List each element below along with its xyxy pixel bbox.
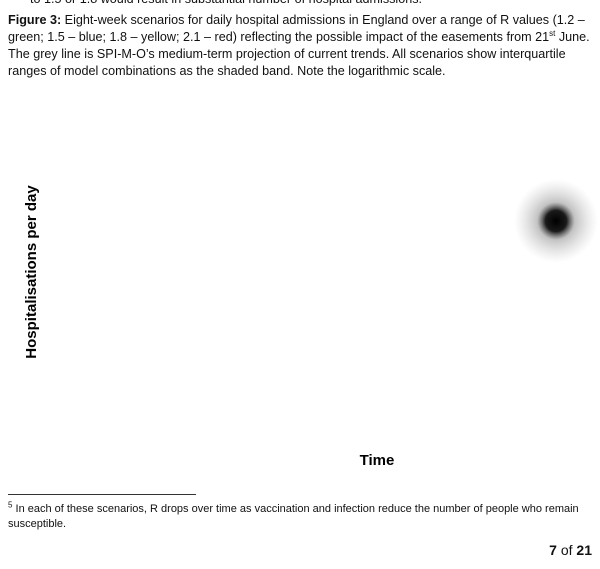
caption-sup: st (549, 28, 556, 38)
caption: Figure 3: Eight-week scenarios for daily… (8, 12, 594, 80)
footnote: 5 In each of these scenarios, R drops ov… (8, 500, 594, 532)
caption-label: Figure 3: (8, 13, 62, 27)
caption-text: June. The grey line is SPI-M-O’s medium-… (8, 30, 590, 78)
y-axis-title: Hospitalisations per day (23, 185, 40, 359)
caption-text: Eight-week scenarios for daily hospital … (8, 13, 585, 44)
artifact (514, 179, 598, 263)
footnote-rule (8, 494, 196, 495)
footnote-text: In each of these scenarios, R drops over… (8, 503, 579, 530)
page-of: of (560, 542, 573, 558)
page-number: 7 of 21 (549, 542, 592, 558)
cut-text: to 1.5 or 1.8 would result in substantia… (30, 0, 600, 8)
x-axis-title: Time (360, 452, 395, 469)
footnote-mark: 5 (8, 500, 13, 510)
page-total: 21 (576, 542, 592, 558)
page-current: 7 (549, 542, 557, 558)
